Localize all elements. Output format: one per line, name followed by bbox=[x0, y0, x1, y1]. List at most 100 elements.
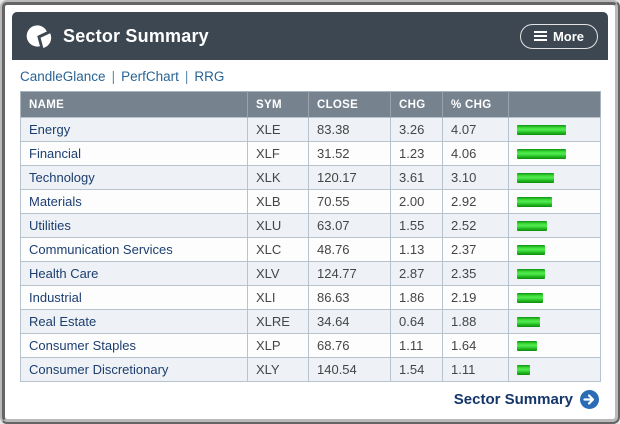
close-cell: 31.52 bbox=[308, 141, 391, 166]
pct-chg-cell: 2.19 bbox=[442, 285, 509, 310]
sector-name-cell: Real Estate bbox=[20, 309, 248, 334]
sector-name-cell: Technology bbox=[20, 165, 248, 190]
table-row: Energy XLE 83.38 3.26 4.07 bbox=[20, 117, 601, 142]
close-cell: 83.38 bbox=[308, 117, 391, 142]
column-header-close: CLOSE bbox=[308, 91, 391, 118]
table-row: Industrial XLI 86.63 1.86 2.19 bbox=[20, 285, 601, 310]
change-bar bbox=[517, 268, 545, 279]
sym-cell: XLI bbox=[247, 285, 309, 310]
sector-name-cell: Utilities bbox=[20, 213, 248, 238]
sector-link[interactable]: Materials bbox=[29, 194, 82, 209]
pct-chg-cell: 4.06 bbox=[442, 141, 509, 166]
change-bar bbox=[517, 196, 552, 207]
sym-cell: XLV bbox=[247, 261, 309, 286]
sector-link[interactable]: Consumer Discretionary bbox=[29, 362, 169, 377]
sym-cell: XLU bbox=[247, 213, 309, 238]
change-bar-cell bbox=[508, 141, 601, 166]
chart-links-nav: CandleGlance | PerfChart | RRG bbox=[20, 60, 600, 91]
change-bar bbox=[517, 292, 543, 303]
header-left: Sector Summary bbox=[24, 21, 209, 51]
sector-table: NAME SYM CLOSE CHG% CHG Energy XLE 83.38 3.26 4… bbox=[20, 91, 601, 382]
close-cell: 48.76 bbox=[308, 237, 391, 262]
pct-chg-cell: 1.88 bbox=[442, 309, 509, 334]
close-cell: 140.54 bbox=[308, 357, 391, 382]
footer-link-label: Sector Summary bbox=[453, 391, 573, 408]
more-button[interactable]: More bbox=[519, 23, 598, 49]
widget-header: Sector Summary More bbox=[12, 12, 608, 60]
table-row: Consumer Staples XLP 68.76 1.11 1.64 bbox=[20, 333, 601, 358]
sector-name-cell: Materials bbox=[20, 189, 248, 214]
chg-cell: 1.54 bbox=[390, 357, 443, 382]
sector-link[interactable]: Consumer Staples bbox=[29, 338, 136, 353]
sector-name-cell: Consumer Discretionary bbox=[20, 357, 248, 382]
sector-summary-link[interactable]: Sector Summary bbox=[454, 390, 599, 409]
sym-cell: XLP bbox=[247, 333, 309, 358]
pct-chg-cell: 3.10 bbox=[442, 165, 509, 190]
sector-link[interactable]: Utilities bbox=[29, 218, 71, 233]
sym-cell: XLRE bbox=[247, 309, 309, 334]
change-bar-cell bbox=[508, 165, 601, 190]
hamburger-icon bbox=[533, 31, 547, 41]
column-header--chg: % CHG bbox=[442, 91, 509, 118]
sym-cell: XLE bbox=[247, 117, 309, 142]
arrow-right-circle-icon bbox=[580, 390, 599, 409]
sector-link[interactable]: Communication Services bbox=[29, 242, 173, 257]
change-bar bbox=[517, 244, 545, 255]
sector-link[interactable]: Technology bbox=[29, 170, 95, 185]
sector-name-cell: Health Care bbox=[20, 261, 248, 286]
chg-cell: 0.64 bbox=[390, 309, 443, 334]
table-row: Financial XLF 31.52 1.23 4.06 bbox=[20, 141, 601, 166]
close-cell: 34.64 bbox=[308, 309, 391, 334]
sym-cell: XLC bbox=[247, 237, 309, 262]
column-header-name: NAME bbox=[20, 91, 248, 118]
change-bar-cell bbox=[508, 333, 601, 358]
change-bar-cell bbox=[508, 357, 601, 382]
table-row: Real Estate XLRE 34.64 0.64 1.88 bbox=[20, 309, 601, 334]
table-row: Consumer Discretionary XLY 140.54 1.54 1.11 bbox=[20, 357, 601, 382]
table-row: Communication Services XLC 48.76 1.13 2.37 bbox=[20, 237, 601, 262]
close-cell: 70.55 bbox=[308, 189, 391, 214]
sector-name-cell: Energy bbox=[20, 117, 248, 142]
table-row: Technology XLK 120.17 3.61 3.10 bbox=[20, 165, 601, 190]
chg-cell: 3.61 bbox=[390, 165, 443, 190]
change-bar bbox=[517, 220, 547, 231]
sector-name-cell: Consumer Staples bbox=[20, 333, 248, 358]
close-cell: 120.17 bbox=[308, 165, 391, 190]
pct-chg-cell: 1.64 bbox=[442, 333, 509, 358]
change-bar bbox=[517, 148, 566, 159]
close-cell: 68.76 bbox=[308, 333, 391, 358]
footer: Sector Summary bbox=[20, 382, 600, 409]
sym-cell: XLK bbox=[247, 165, 309, 190]
table-row: Health Care XLV 124.77 2.87 2.35 bbox=[20, 261, 601, 286]
table-row: Materials XLB 70.55 2.00 2.92 bbox=[20, 189, 601, 214]
change-bar bbox=[517, 316, 540, 327]
widget-content: CandleGlance | PerfChart | RRG NAME SYM CLOSE C… bbox=[12, 60, 608, 409]
sector-link[interactable]: Real Estate bbox=[29, 314, 97, 329]
more-button-label: More bbox=[552, 28, 584, 44]
sector-link[interactable]: Industrial bbox=[29, 290, 82, 305]
chg-cell: 2.00 bbox=[390, 189, 443, 214]
change-bar bbox=[517, 172, 554, 183]
change-bar-cell bbox=[508, 189, 601, 214]
chg-cell: 1.55 bbox=[390, 213, 443, 238]
nav-link-perfchart[interactable]: PerfChart bbox=[121, 69, 179, 84]
sector-link[interactable]: Health Care bbox=[29, 266, 99, 281]
pie-chart-icon bbox=[26, 25, 52, 48]
sym-cell: XLF bbox=[247, 141, 309, 166]
sector-link[interactable]: Financial bbox=[29, 146, 82, 161]
sector-name-cell: Communication Services bbox=[20, 237, 248, 262]
page-title: Sector Summary bbox=[63, 25, 209, 46]
sector-link[interactable]: Energy bbox=[29, 122, 71, 137]
nav-link-candleglance[interactable]: CandleGlance bbox=[20, 69, 106, 84]
pct-chg-cell: 2.37 bbox=[442, 237, 509, 262]
chg-cell: 1.86 bbox=[390, 285, 443, 310]
chg-cell: 1.13 bbox=[390, 237, 443, 262]
nav-link-rrg[interactable]: RRG bbox=[194, 69, 225, 84]
change-bar bbox=[517, 340, 537, 351]
pct-chg-cell: 1.11 bbox=[442, 357, 509, 382]
sector-name-cell: Financial bbox=[20, 141, 248, 166]
change-bar bbox=[517, 124, 566, 135]
close-cell: 63.07 bbox=[308, 213, 391, 238]
change-bar-cell bbox=[508, 237, 601, 262]
